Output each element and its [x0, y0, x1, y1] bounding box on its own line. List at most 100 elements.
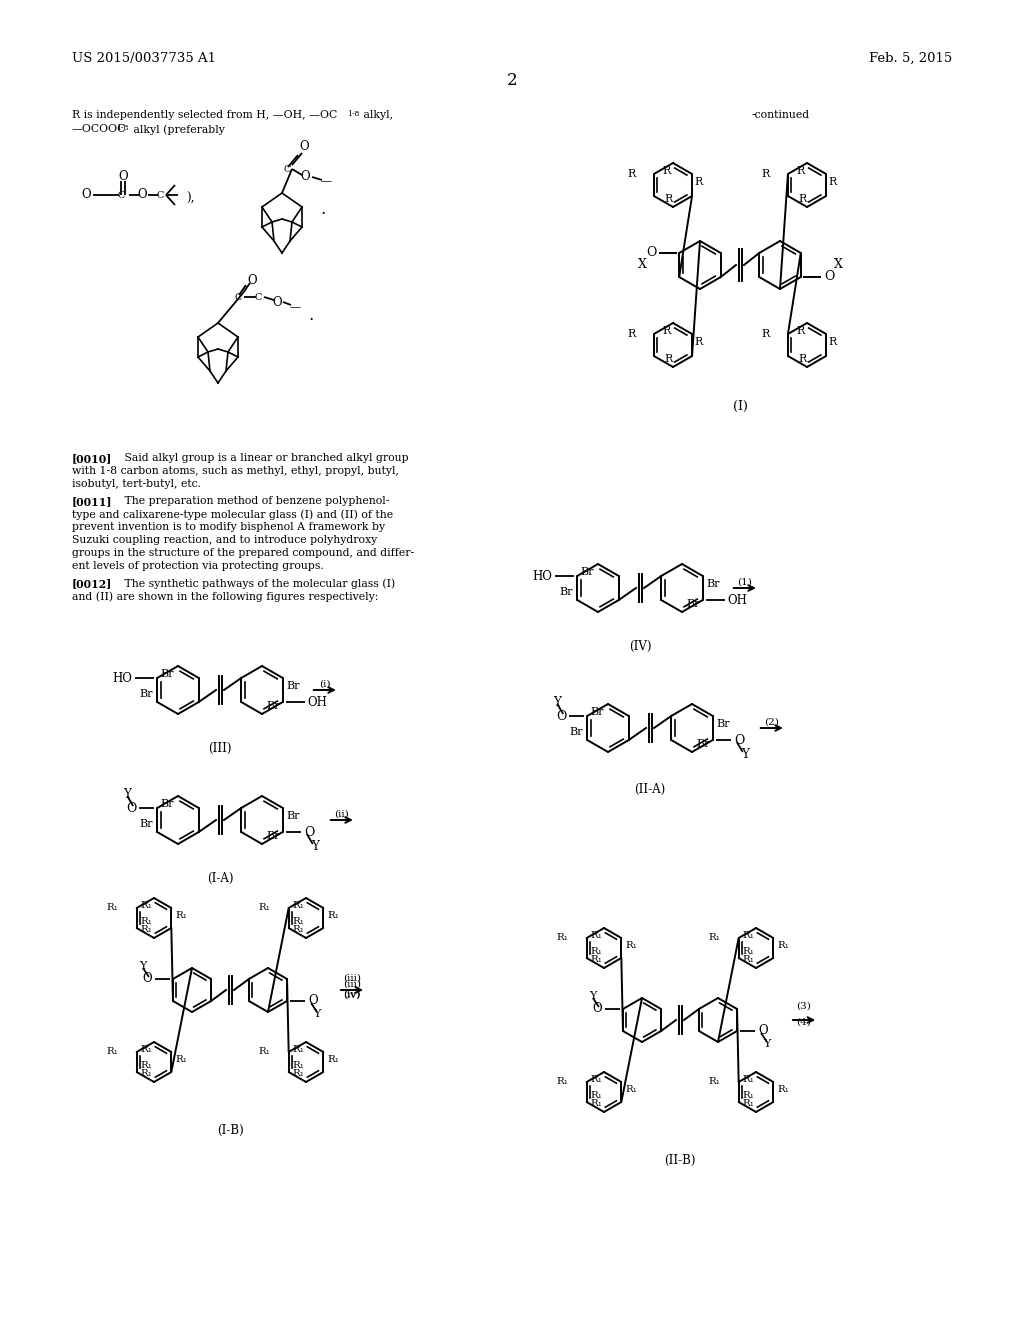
Text: and (II) are shown in the following figures respectively:: and (II) are shown in the following figu… — [72, 591, 379, 602]
Text: Y: Y — [740, 747, 749, 760]
Text: R₁: R₁ — [626, 941, 637, 950]
Text: HO: HO — [113, 672, 132, 685]
Text: (1): (1) — [737, 578, 753, 587]
Text: R₁: R₁ — [292, 1045, 304, 1055]
Text: R₁: R₁ — [292, 1069, 304, 1078]
Text: R₁: R₁ — [590, 1100, 602, 1109]
Text: R: R — [828, 177, 837, 187]
Text: R: R — [694, 337, 702, 347]
Text: R₁: R₁ — [742, 1100, 754, 1109]
Text: (4): (4) — [797, 1018, 811, 1027]
Text: O: O — [247, 275, 257, 288]
Text: R: R — [799, 194, 807, 205]
Text: (III): (III) — [208, 742, 231, 755]
Text: R: R — [828, 337, 837, 347]
Text: OH: OH — [728, 594, 748, 606]
Text: (ii): (ii) — [335, 810, 349, 818]
Text: C: C — [284, 165, 291, 173]
Text: Y: Y — [553, 696, 561, 709]
Text: (2): (2) — [764, 718, 779, 727]
Text: 1-8: 1-8 — [116, 124, 128, 132]
Text: R₁: R₁ — [140, 925, 152, 935]
Text: R: R — [762, 329, 770, 339]
Text: R₁: R₁ — [140, 1069, 152, 1078]
Text: —: — — [290, 302, 301, 312]
Text: R₁: R₁ — [742, 1092, 755, 1101]
Text: (II‑A): (II‑A) — [635, 783, 666, 796]
Text: C: C — [254, 293, 262, 301]
Text: O: O — [300, 170, 310, 183]
Text: Y: Y — [311, 840, 318, 853]
Text: Br: Br — [717, 719, 730, 729]
Text: Br: Br — [591, 708, 604, 717]
Text: Y: Y — [763, 1039, 771, 1049]
Text: R₁: R₁ — [292, 902, 304, 911]
Text: (iii)
(iv): (iii) (iv) — [343, 979, 361, 999]
Text: Suzuki coupling reaction, and to introduce polyhydroxy: Suzuki coupling reaction, and to introdu… — [72, 535, 377, 545]
Text: Br: Br — [287, 810, 300, 821]
Text: R₁: R₁ — [590, 956, 602, 965]
Text: Br: Br — [139, 818, 154, 829]
Text: Br: Br — [686, 599, 699, 609]
Text: Br: Br — [161, 669, 174, 678]
Text: US 2015/0037735 A1: US 2015/0037735 A1 — [72, 51, 216, 65]
Text: R₁: R₁ — [742, 1076, 754, 1085]
Text: O: O — [299, 140, 309, 153]
Text: (I): (I) — [732, 400, 748, 413]
Text: R: R — [665, 194, 673, 205]
Text: ent levels of protection via protecting groups.: ent levels of protection via protecting … — [72, 561, 324, 572]
Text: alkyl,: alkyl, — [360, 110, 393, 120]
Text: R: R — [799, 354, 807, 364]
Text: O: O — [556, 710, 566, 722]
Text: R₁: R₁ — [742, 956, 754, 965]
Text: —: — — [321, 176, 332, 186]
Text: R₁: R₁ — [292, 925, 304, 935]
Text: Br: Br — [569, 727, 584, 737]
Text: (IV): (IV) — [629, 640, 651, 653]
Text: R: R — [665, 354, 673, 364]
Text: R₁: R₁ — [140, 1045, 152, 1055]
Text: [0012]: [0012] — [72, 578, 113, 589]
Text: R₁: R₁ — [742, 948, 755, 957]
Text: O: O — [758, 1024, 768, 1038]
Text: R: R — [797, 326, 805, 337]
Text: R: R — [628, 329, 636, 339]
Text: R₁: R₁ — [140, 917, 153, 927]
Text: Y: Y — [589, 991, 597, 1001]
Text: O: O — [272, 296, 282, 309]
Text: R₁: R₁ — [328, 1056, 339, 1064]
Text: R₁: R₁ — [106, 903, 119, 912]
Text: O: O — [823, 271, 835, 284]
Text: isobutyl, tert-butyl, etc.: isobutyl, tert-butyl, etc. — [72, 479, 201, 488]
Text: Br: Br — [287, 681, 300, 690]
Text: [0010]: [0010] — [72, 453, 113, 465]
Text: R: R — [797, 166, 805, 176]
Text: R₁: R₁ — [590, 1076, 602, 1085]
Text: R₁: R₁ — [106, 1048, 119, 1056]
Text: R₁: R₁ — [293, 917, 304, 927]
Text: Br: Br — [266, 832, 280, 841]
Text: (I‑A): (I‑A) — [207, 873, 233, 884]
Text: (I‑B): (I‑B) — [217, 1125, 244, 1137]
Text: (iii): (iii) — [343, 974, 361, 982]
Text: Br: Br — [560, 587, 573, 597]
Text: (3): (3) — [797, 1002, 811, 1011]
Text: R₁: R₁ — [777, 941, 790, 950]
Text: Br: Br — [581, 568, 594, 577]
Text: R₁: R₁ — [140, 1061, 153, 1071]
Text: .: . — [308, 306, 313, 323]
Text: HO: HO — [532, 569, 552, 582]
Text: alkyl (preferably: alkyl (preferably — [130, 124, 225, 135]
Text: The preparation method of benzene polyphenol-: The preparation method of benzene polyph… — [114, 496, 389, 506]
Text: The synthetic pathways of the molecular glass (I): The synthetic pathways of the molecular … — [114, 578, 395, 589]
Text: R: R — [663, 166, 671, 176]
Text: R₁: R₁ — [259, 1048, 270, 1056]
Text: Y: Y — [313, 1008, 321, 1019]
Text: groups in the structure of the prepared compound, and differ-: groups in the structure of the prepared … — [72, 548, 414, 558]
Text: R₁: R₁ — [557, 1077, 568, 1086]
Text: O: O — [592, 1002, 602, 1015]
Text: C: C — [234, 293, 242, 301]
Text: OH: OH — [308, 696, 328, 709]
Text: R: R — [694, 177, 702, 187]
Text: Br: Br — [161, 799, 174, 809]
